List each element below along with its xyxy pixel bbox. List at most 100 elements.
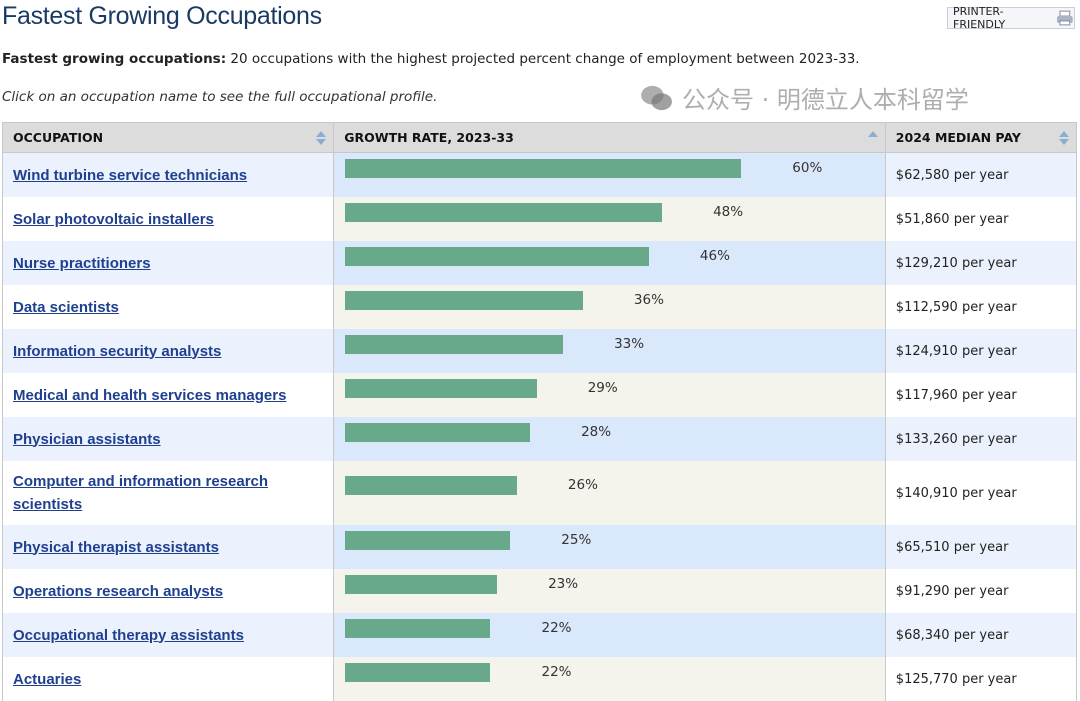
hint-text: Click on an occupation name to see the f… xyxy=(2,89,438,105)
growth-cell: 60% xyxy=(333,152,886,197)
watermark-text: 公众号 · 明德立人本科留学 xyxy=(682,86,969,114)
growth-label: 22% xyxy=(541,664,572,680)
occupation-cell: Physician assistants xyxy=(1,417,335,461)
occupation-link[interactable]: Operations research analysts xyxy=(13,582,224,600)
watermark: 公众号 · 明德立人本科留学 xyxy=(640,80,969,115)
growth-label: 36% xyxy=(633,292,664,308)
occupation-link[interactable]: Medical and health services managers xyxy=(13,386,287,404)
growth-label: 33% xyxy=(614,336,645,352)
median-pay: $117,960 per year xyxy=(884,373,1078,417)
growth-cell: 36% xyxy=(333,285,886,329)
occupation-cell: Data scientists xyxy=(1,285,335,329)
occupation-cell: Nurse practitioners xyxy=(1,241,335,285)
occupation-cell: Medical and health services managers xyxy=(1,373,335,417)
growth-cell: 22% xyxy=(333,613,886,657)
occupation-link[interactable]: Computer and information research scient… xyxy=(13,473,269,513)
occupation-cell: Wind turbine service technicians xyxy=(1,152,335,197)
growth-label: 28% xyxy=(581,424,612,440)
growth-label: 46% xyxy=(699,248,730,264)
median-pay: $129,210 per year xyxy=(884,241,1078,285)
column-header-occupation[interactable]: OCCUPATION xyxy=(1,122,335,153)
median-pay: $125,770 per year xyxy=(884,657,1078,701)
median-pay: $140,910 per year xyxy=(884,461,1078,525)
occupation-link[interactable]: Solar photovoltaic installers xyxy=(13,210,214,228)
growth-bar xyxy=(345,335,564,354)
median-pay: $68,340 per year xyxy=(884,613,1078,657)
occupation-cell: Actuaries xyxy=(1,657,335,701)
page-title: Fastest Growing Occupations xyxy=(2,2,322,30)
median-pay: $62,580 per year xyxy=(884,152,1078,197)
intro-label: Fastest growing occupations: xyxy=(2,51,227,67)
growth-cell: 26% xyxy=(333,461,886,525)
printer-icon xyxy=(1057,10,1074,26)
growth-label: 22% xyxy=(541,620,572,636)
intro-text: Fastest growing occupations: 20 occupati… xyxy=(2,51,860,67)
occupation-cell: Information security analysts xyxy=(1,329,335,373)
table-row: Occupational therapy assistants 22% $68,… xyxy=(1,613,1078,657)
growth-cell: 48% xyxy=(333,197,886,241)
wechat-icon xyxy=(641,85,672,110)
growth-bar xyxy=(345,663,491,682)
growth-cell: 22% xyxy=(333,657,886,701)
occupation-link[interactable]: Occupational therapy assistants xyxy=(13,626,244,644)
table-row: Solar photovoltaic installers 48% $51,86… xyxy=(1,197,1078,241)
growth-bar xyxy=(345,476,517,495)
median-pay: $133,260 per year xyxy=(884,417,1078,461)
table-row: Physical therapist assistants 25% $65,51… xyxy=(1,525,1078,569)
column-label: OCCUPATION xyxy=(13,130,104,145)
occupation-link[interactable]: Physician assistants xyxy=(13,430,161,448)
table-row: Actuaries 22% $125,770 per year xyxy=(1,657,1078,701)
occupation-cell: Operations research analysts xyxy=(1,569,335,613)
growth-label: 26% xyxy=(567,477,598,493)
occupation-link[interactable]: Physical therapist assistants xyxy=(13,538,219,556)
median-pay: $65,510 per year xyxy=(884,525,1078,569)
table-row: Wind turbine service technicians 60% $62… xyxy=(1,152,1078,197)
growth-cell: 23% xyxy=(333,569,886,613)
occupation-link[interactable]: Actuaries xyxy=(13,670,82,688)
growth-bar xyxy=(345,247,649,266)
growth-bar xyxy=(345,531,511,550)
growth-bar xyxy=(345,423,531,442)
growth-bar xyxy=(345,619,491,638)
growth-label: 25% xyxy=(561,532,592,548)
table-row: Computer and information research scient… xyxy=(1,461,1078,525)
growth-cell: 29% xyxy=(333,373,886,417)
growth-label: 48% xyxy=(713,204,744,220)
growth-bar xyxy=(345,575,498,594)
printer-friendly-label: PRINTER-FRIENDLY xyxy=(953,5,1006,31)
table-row: Physician assistants 28% $133,260 per ye… xyxy=(1,417,1078,461)
median-pay: $112,590 per year xyxy=(884,285,1078,329)
column-header-median-pay[interactable]: 2024 MEDIAN PAY xyxy=(884,122,1078,153)
column-header-growth-rate[interactable]: GROWTH RATE, 2023-33 xyxy=(333,122,886,153)
table-row: Nurse practitioners 46% $129,210 per yea… xyxy=(1,241,1078,285)
column-label: GROWTH RATE, 2023-33 xyxy=(344,130,514,145)
sort-both-icon xyxy=(1059,131,1069,145)
growth-bar xyxy=(345,291,583,310)
growth-label: 60% xyxy=(792,160,823,176)
occupation-cell: Physical therapist assistants xyxy=(1,525,335,569)
table-row: Medical and health services managers 29%… xyxy=(1,373,1078,417)
table-row: Operations research analysts 23% $91,290… xyxy=(1,569,1078,613)
sort-both-icon xyxy=(316,131,327,145)
occupation-link[interactable]: Wind turbine service technicians xyxy=(13,166,248,184)
growth-cell: 33% xyxy=(333,329,886,373)
occupation-link[interactable]: Nurse practitioners xyxy=(13,254,151,272)
printer-friendly-button[interactable]: PRINTER-FRIENDLY xyxy=(947,5,1075,31)
occupation-cell: Computer and information research scient… xyxy=(1,461,335,525)
column-label: 2024 MEDIAN PAY xyxy=(895,130,1021,145)
growth-bar xyxy=(345,203,663,222)
occupation-cell: Occupational therapy assistants xyxy=(1,613,335,657)
growth-cell: 28% xyxy=(333,417,886,461)
growth-cell: 46% xyxy=(333,241,886,285)
growth-bar xyxy=(345,159,742,178)
occupations-table: OCCUPATION GROWTH RATE, 2023-33 2024 MED… xyxy=(1,122,1078,701)
occupation-link[interactable]: Data scientists xyxy=(13,298,119,316)
occupation-link[interactable]: Information security analysts xyxy=(13,342,222,360)
median-pay: $124,910 per year xyxy=(884,329,1078,373)
median-pay: $91,290 per year xyxy=(884,569,1078,613)
growth-label: 23% xyxy=(548,576,579,592)
median-pay: $51,860 per year xyxy=(884,197,1078,241)
table-row: Information security analysts 33% $124,9… xyxy=(1,329,1078,373)
intro-description: 20 occupations with the highest projecte… xyxy=(226,51,860,67)
growth-cell: 25% xyxy=(333,525,886,569)
